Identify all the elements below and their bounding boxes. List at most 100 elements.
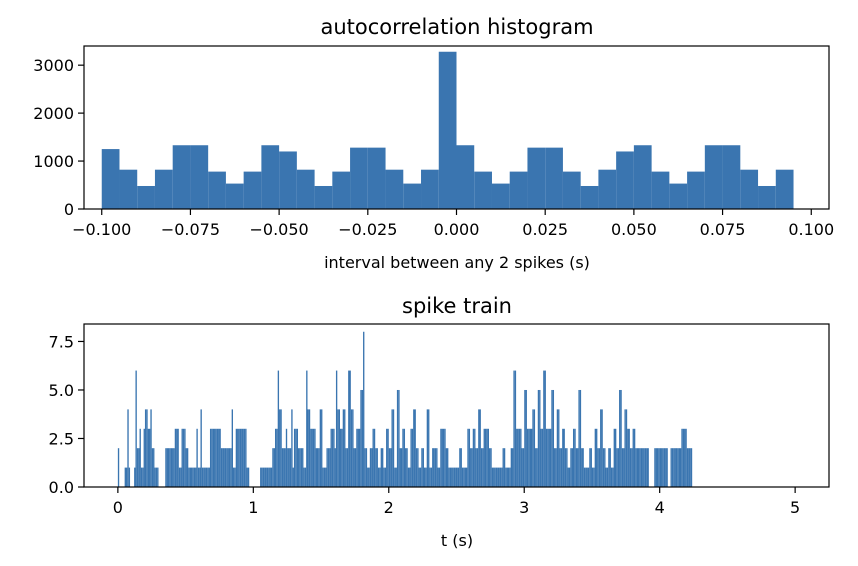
histogram-bar: [403, 428, 406, 487]
histogram-bar: [182, 428, 185, 487]
histogram-bar: [470, 448, 472, 487]
histogram-bar: [146, 409, 148, 487]
histogram-bar: [216, 428, 219, 487]
histogram-bar: [609, 448, 611, 487]
histogram-bar: [533, 409, 536, 487]
histogram-bar: [578, 389, 580, 487]
histogram-bar: [386, 428, 388, 487]
histogram-bar: [531, 428, 533, 487]
histogram-bar: [341, 428, 343, 487]
histogram-bar: [632, 428, 634, 487]
histogram-bar: [208, 467, 210, 487]
histogram-bar: [316, 448, 319, 487]
histogram-bar: [315, 448, 317, 487]
histogram-bar: [342, 409, 345, 487]
histogram-bar: [304, 467, 307, 487]
histogram-bar: [457, 467, 460, 487]
histogram-bar: [165, 448, 167, 487]
bars-group: [101, 51, 794, 209]
histogram-bar: [548, 428, 550, 487]
x-tick-label: −0.100: [72, 220, 131, 239]
histogram-bar: [423, 467, 426, 487]
histogram-bar: [539, 389, 541, 487]
histogram-bar: [506, 467, 508, 487]
histogram-bar: [554, 448, 556, 487]
histogram-bar: [167, 448, 170, 487]
histogram-bar: [284, 448, 286, 487]
histogram-bar: [279, 409, 281, 487]
histogram-bar: [684, 428, 686, 487]
histogram-bar: [600, 409, 602, 487]
histogram-bar: [436, 448, 438, 487]
histogram-bar: [722, 145, 741, 209]
histogram-bar: [289, 448, 292, 487]
histogram-bar: [461, 467, 464, 487]
histogram-bar: [377, 467, 380, 487]
histogram-bar: [581, 448, 583, 487]
histogram-bar: [296, 169, 315, 209]
histogram-bar: [428, 409, 430, 487]
histogram-bar: [656, 448, 659, 487]
histogram-bar: [223, 448, 225, 487]
histogram-bar: [181, 428, 183, 487]
histogram-bar: [471, 448, 473, 487]
histogram-bar: [172, 145, 191, 209]
histogram-bar: [203, 467, 205, 487]
histogram-bar: [128, 467, 131, 487]
histogram-bar: [619, 389, 621, 487]
y-tick-label: 2.5: [49, 429, 74, 448]
histogram-bar: [675, 448, 678, 487]
histogram-bar: [426, 409, 429, 487]
histogram-bar: [503, 448, 506, 487]
histogram-bar: [451, 467, 453, 487]
histogram-bar: [204, 467, 206, 487]
histogram-bar: [400, 448, 403, 487]
histogram-bar: [234, 467, 236, 487]
histogram-bar: [415, 448, 418, 487]
histogram-bar: [269, 467, 271, 487]
histogram-bar: [215, 428, 217, 487]
histogram-bar: [624, 409, 626, 487]
histogram-bar: [119, 169, 138, 209]
histogram-bar: [391, 409, 393, 487]
histogram-bar: [555, 448, 557, 487]
histogram-bar: [610, 467, 613, 487]
histogram-bar: [144, 409, 147, 487]
histogram-bar: [207, 467, 209, 487]
histogram-bar: [690, 448, 693, 487]
histogram-bar: [572, 428, 575, 487]
chart-title: spike train: [402, 294, 512, 318]
x-tick-label: 3: [519, 498, 529, 517]
histogram-bar: [140, 467, 143, 487]
histogram-bar: [185, 448, 187, 487]
histogram-bar: [518, 428, 521, 487]
histogram-bar: [452, 467, 454, 487]
histogram-bar: [422, 448, 424, 487]
histogram-bar: [218, 428, 220, 487]
histogram-bar: [242, 428, 244, 487]
histogram-bar: [740, 169, 759, 209]
histogram-bar: [704, 145, 723, 209]
histogram-bar: [445, 448, 448, 487]
histogram-bar: [556, 409, 559, 487]
histogram-bar: [410, 428, 412, 487]
histogram-bar: [526, 428, 529, 487]
histogram-bar: [687, 171, 705, 209]
histogram-bar: [495, 467, 498, 487]
histogram-bar: [265, 467, 267, 487]
histogram-bar: [345, 448, 347, 487]
histogram-bar: [138, 448, 140, 487]
histogram-bar: [629, 448, 632, 487]
histogram-bar: [272, 448, 274, 487]
histogram-bar: [501, 467, 503, 487]
histogram-bar: [246, 467, 248, 487]
y-tick-label: 1000: [33, 152, 74, 171]
histogram-bar: [479, 409, 481, 487]
histogram-bar: [292, 467, 294, 487]
histogram-bar: [551, 389, 553, 487]
histogram-bar: [468, 428, 471, 487]
histogram-bar: [574, 428, 576, 487]
histogram-bar: [537, 389, 540, 487]
histogram-bar: [577, 448, 579, 487]
histogram-bar: [299, 448, 301, 487]
